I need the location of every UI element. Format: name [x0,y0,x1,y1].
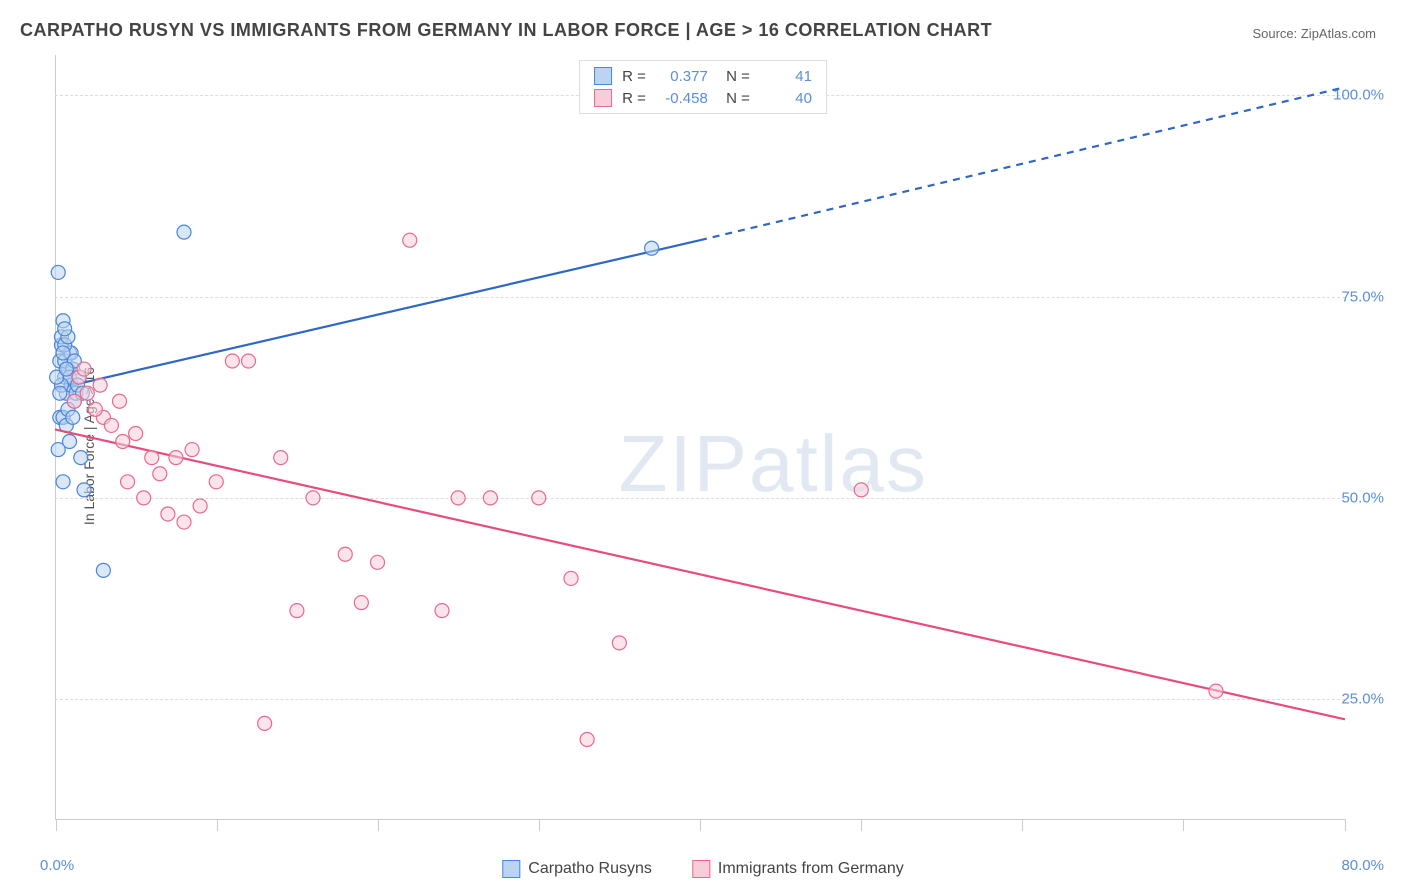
n-value: 40 [760,90,812,107]
legend-swatch [692,860,710,878]
series-legend: Carpatho Rusyns Immigrants from Germany [502,860,903,878]
legend-item: Immigrants from Germany [692,860,904,878]
legend-label: Immigrants from Germany [718,860,904,878]
n-label: N = [718,68,750,85]
n-value: 41 [760,68,812,85]
n-label: N = [718,90,750,107]
legend-swatch [502,860,520,878]
y-tick-label: 75.0% [1341,288,1384,305]
legend-item: Carpatho Rusyns [502,860,652,878]
x-tick-1: 80.0% [1341,857,1384,874]
legend-swatch [594,67,612,85]
stats-legend-row: R = 0.377 N = 41 [580,65,826,87]
r-value: -0.458 [656,90,708,107]
chart-title: CARPATHO RUSYN VS IMMIGRANTS FROM GERMAN… [20,20,992,41]
r-value: 0.377 [656,68,708,85]
legend-label: Carpatho Rusyns [528,860,652,878]
r-label: R = [622,68,646,85]
y-tick-label: 50.0% [1341,489,1384,506]
r-label: R = [622,90,646,107]
source-label: Source: ZipAtlas.com [1252,26,1376,41]
chart-svg [55,55,1345,820]
x-tick-0: 0.0% [40,857,74,874]
stats-legend-row: R = -0.458 N = 40 [580,87,826,109]
stats-legend: R = 0.377 N = 41 R = -0.458 N = 40 [579,60,827,114]
y-tick-label: 25.0% [1341,691,1384,708]
legend-swatch [594,89,612,107]
